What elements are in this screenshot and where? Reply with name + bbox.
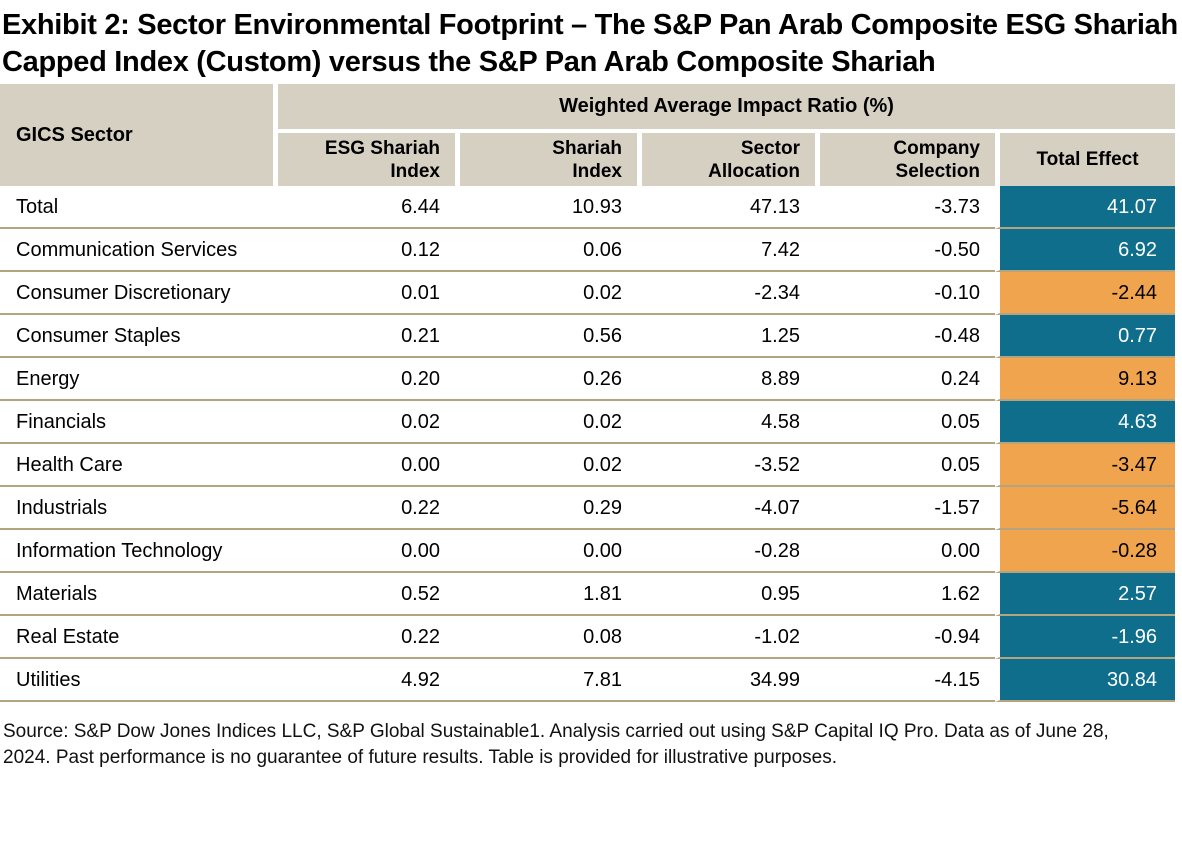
value-cell: 0.05 [815, 401, 995, 444]
value-cell: 34.99 [637, 659, 815, 702]
total-effect-cell: -2.44 [995, 272, 1176, 315]
value-cell: 10.93 [455, 186, 637, 229]
value-cell: 0.22 [273, 616, 455, 659]
value-cell: -0.48 [815, 315, 995, 358]
value-cell: 7.81 [455, 659, 637, 702]
value-cell: -4.07 [637, 487, 815, 530]
column-header-1: Shariah Index [455, 133, 637, 186]
value-cell: -1.57 [815, 487, 995, 530]
total-effect-cell: 30.84 [995, 659, 1176, 702]
sector-name: Materials [0, 573, 273, 616]
total-effect-cell: 0.77 [995, 315, 1176, 358]
total-effect-cell: -3.47 [995, 444, 1176, 487]
value-cell: 4.58 [637, 401, 815, 444]
value-cell: 1.62 [815, 573, 995, 616]
value-cell: 0.00 [815, 530, 995, 573]
value-cell: 0.22 [273, 487, 455, 530]
table-row: Communication Services 0.12 0.06 7.42 -0.50 6… [0, 229, 1176, 272]
value-cell: 0.05 [815, 444, 995, 487]
table-row: Financials 0.02 0.02 4.58 0.05 4.63 [0, 401, 1176, 444]
value-cell: 0.26 [455, 358, 637, 401]
total-effect-cell: 6.92 [995, 229, 1176, 272]
source-note: Source: S&P Dow Jones Indices LLC, S&P G… [3, 721, 1109, 768]
exhibit-page: Exhibit 2: Sector Environmental Footprin… [0, 9, 1178, 768]
sector-name: Utilities [0, 659, 273, 702]
value-cell: -3.52 [637, 444, 815, 487]
sector-name: Financials [0, 401, 273, 444]
value-cell: -0.94 [815, 616, 995, 659]
value-cell: 0.06 [455, 229, 637, 272]
group-header-weighted-average-impact-ratio: Weighted Average Impact Ratio (%) [273, 84, 1176, 133]
value-cell: 0.95 [637, 573, 815, 616]
table-row: Consumer Staples 0.21 0.56 1.25 -0.48 0.77 [0, 315, 1176, 358]
table-body: Total 6.44 10.93 47.13 -3.73 41.07 Communicati… [0, 186, 1176, 702]
value-cell: -0.28 [637, 530, 815, 573]
value-cell: 0.56 [455, 315, 637, 358]
value-cell: 6.44 [273, 186, 455, 229]
table-header: GICS Sector Weighted Average Impact Rati… [0, 84, 1176, 186]
total-effect-cell: 41.07 [995, 186, 1176, 229]
value-cell: 0.52 [273, 573, 455, 616]
total-effect-cell: 4.63 [995, 401, 1176, 444]
table-row: Industrials 0.22 0.29 -4.07 -1.57 -5.64 [0, 487, 1176, 530]
value-cell: 7.42 [637, 229, 815, 272]
value-cell: 0.00 [273, 444, 455, 487]
table-row: Consumer Discretionary 0.01 0.02 -2.34 -0.10… [0, 272, 1176, 315]
value-cell: 47.13 [637, 186, 815, 229]
value-cell: 0.08 [455, 616, 637, 659]
value-cell: 0.12 [273, 229, 455, 272]
column-header-2: Sector Allocation [637, 133, 815, 186]
table-row: Utilities 4.92 7.81 34.99 -4.15 30.84 [0, 659, 1176, 702]
value-cell: 1.81 [455, 573, 637, 616]
value-cell: 0.02 [455, 444, 637, 487]
sector-name: Information Technology [0, 530, 273, 573]
value-cell: 0.21 [273, 315, 455, 358]
column-header-0: ESG Shariah Index [273, 133, 455, 186]
total-effect-cell: 2.57 [995, 573, 1176, 616]
table-row: Materials 0.52 1.81 0.95 1.62 2.57 [0, 573, 1176, 616]
sector-name: Consumer Staples [0, 315, 273, 358]
column-header-3: Company Selection [815, 133, 995, 186]
value-cell: -0.50 [815, 229, 995, 272]
total-effect-cell: -0.28 [995, 530, 1176, 573]
value-cell: -4.15 [815, 659, 995, 702]
column-header-total-effect: Total Effect [995, 133, 1176, 186]
value-cell: 4.92 [273, 659, 455, 702]
total-effect-cell: 9.13 [995, 358, 1176, 401]
sector-name: Consumer Discretionary [0, 272, 273, 315]
value-cell: 0.20 [273, 358, 455, 401]
value-cell: 0.02 [455, 401, 637, 444]
sector-name: Industrials [0, 487, 273, 530]
value-cell: 0.00 [455, 530, 637, 573]
exhibit-title: Exhibit 2: Sector Environmental Footprin… [2, 9, 1178, 78]
value-cell: 0.02 [273, 401, 455, 444]
value-cell: 0.02 [455, 272, 637, 315]
total-effect-cell: -5.64 [995, 487, 1176, 530]
table-row: Health Care 0.00 0.02 -3.52 0.05 -3.47 [0, 444, 1176, 487]
value-cell: -3.73 [815, 186, 995, 229]
value-cell: 1.25 [637, 315, 815, 358]
table-row: Real Estate 0.22 0.08 -1.02 -0.94 -1.96 [0, 616, 1176, 659]
sector-name: Real Estate [0, 616, 273, 659]
value-cell: 0.24 [815, 358, 995, 401]
table-row: Total 6.44 10.93 47.13 -3.73 41.07 [0, 186, 1176, 229]
sector-name: Health Care [0, 444, 273, 487]
value-cell: 0.29 [455, 487, 637, 530]
value-cell: 0.01 [273, 272, 455, 315]
value-cell: 0.00 [273, 530, 455, 573]
table-row: Information Technology 0.00 0.00 -0.28 0.00-… [0, 530, 1176, 573]
sector-name: Communication Services [0, 229, 273, 272]
value-cell: -2.34 [637, 272, 815, 315]
sector-name: Energy [0, 358, 273, 401]
value-cell: -1.02 [637, 616, 815, 659]
sector-name: Total [0, 186, 273, 229]
table-row: Energy 0.20 0.26 8.89 0.24 9.13 [0, 358, 1176, 401]
sector-footprint-table: GICS Sector Weighted Average Impact Rati… [0, 84, 1176, 702]
column-header-gics-sector: GICS Sector [0, 84, 273, 186]
total-effect-cell: -1.96 [995, 616, 1176, 659]
value-cell: -0.10 [815, 272, 995, 315]
value-cell: 8.89 [637, 358, 815, 401]
